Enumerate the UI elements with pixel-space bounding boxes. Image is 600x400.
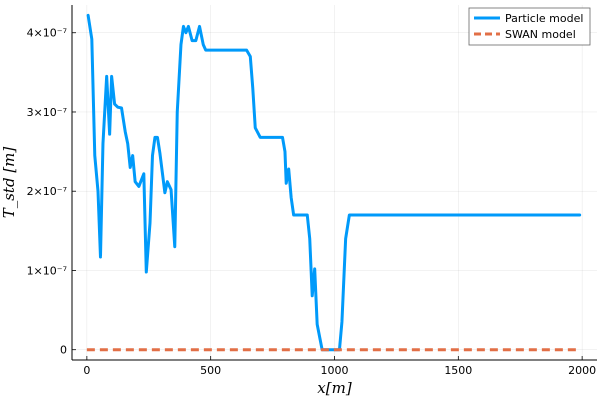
x-tick-label: 1000 [321,364,349,377]
legend-label-particle-model: Particle model [505,12,583,25]
legend: Particle model SWAN model [468,7,591,46]
x-tick-label: 0 [83,364,90,377]
series-layer [86,13,582,352]
y-tick-label: 2×10⁻⁷ [27,185,67,198]
x-axis-label: x[m] [317,379,352,397]
y-tick-label: 3×10⁻⁷ [27,106,67,119]
y-tick-label: 0 [60,344,67,357]
y-tick-label: 1×10⁻⁷ [27,264,67,277]
legend-box [468,7,591,46]
y-tick-label: 4×10⁻⁷ [27,27,67,40]
x-tick-label: 500 [200,364,221,377]
x-tick-label: 1500 [444,364,472,377]
legend-label-swan-model: SWAN model [505,28,576,41]
x-tick-label: 2000 [568,364,596,377]
axis-layer: 0 500 1000 1500 2000 0 1×10⁻⁷ 2×10⁻⁷ 3×10⁻⁷ 4×10⁻… [27,5,597,377]
y-axis-label: T_std [m] [0,147,18,219]
